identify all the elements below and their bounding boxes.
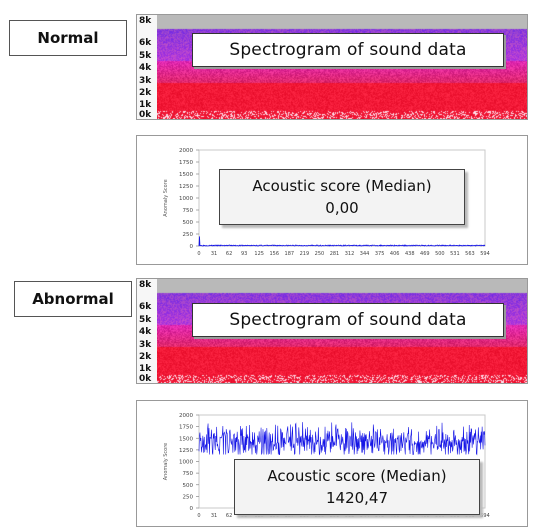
x-tick-label: 93 <box>241 513 247 519</box>
y-tick-label: 1000 <box>179 196 193 202</box>
y-tick-label: 750 <box>183 208 194 214</box>
x-tick-label: 250 <box>315 513 325 519</box>
normal-score-title: Acoustic score (Median) <box>252 177 432 195</box>
y-axis-label: Anomaly Score <box>163 179 169 217</box>
score-series-line <box>198 422 486 456</box>
x-tick-label: 375 <box>375 251 385 257</box>
abnormal-score-value: 1420,47 <box>325 489 389 507</box>
y-tick-label: 1000 <box>179 460 193 466</box>
x-tick-label: 156 <box>269 513 279 519</box>
spec-tick-3k: 3k <box>139 340 152 350</box>
x-tick-label: 62 <box>226 251 232 257</box>
normal-score-value: 0,00 <box>325 199 359 217</box>
spec-tick-1k: 1k <box>139 364 152 374</box>
normal-label: Normal <box>9 20 127 56</box>
normal-score-chart-panel: 2000 1750 1500 1250 1000 750 500 250 0 0 31 62 93 125… <box>136 135 528 265</box>
x-tick-label: 531 <box>450 251 460 257</box>
abnormal-score-title: Acoustic score (Median) <box>267 467 447 485</box>
spec-tick-2k: 2k <box>139 352 152 362</box>
abnormal-spectrogram: 8k 6k 5k 4k 3k 2k 1k 0k Spectrogram of s… <box>136 278 528 384</box>
x-tick-label: 62 <box>226 513 232 519</box>
spec-tick-4k: 4k <box>139 327 152 337</box>
normal-score-box: Acoustic score (Median) 0,00 <box>219 169 465 225</box>
spec-tick-5k: 5k <box>139 51 152 61</box>
spec-tick-8k: 8k <box>139 16 152 26</box>
normal-spectrogram-image <box>157 15 527 119</box>
spec-tick-8k: 8k <box>139 280 152 290</box>
y-tick-label: 1500 <box>179 436 193 442</box>
y-tick-label: 1250 <box>179 184 193 190</box>
y-axis-label: Anomaly Score <box>163 443 169 481</box>
x-tick-label: 594 <box>480 251 490 257</box>
x-tick-label: 563 <box>465 251 475 257</box>
normal-spectrogram-axis: 8k 6k 5k 4k 3k 2k 1k 0k <box>137 15 157 120</box>
abnormal-label: Abnormal <box>14 281 132 317</box>
y-tick-label: 0 <box>190 244 194 250</box>
x-tick-label: 125 <box>254 251 264 257</box>
y-tick-label: 1750 <box>179 160 193 166</box>
x-tick-label: 281 <box>330 251 340 257</box>
abnormal-score-chart-panel: 2000 1750 1500 1250 1000 750 500 250 0 0 31 62 93 125… <box>136 400 528 527</box>
x-tick-label: 187 <box>285 513 295 519</box>
y-tick-label: 1500 <box>179 172 193 178</box>
abnormal-score-box: Acoustic score (Median) 1420,47 <box>234 459 480 515</box>
spec-tick-4k: 4k <box>139 63 152 73</box>
x-tick-label: 93 <box>241 251 247 257</box>
x-tick-label: 312 <box>345 251 355 257</box>
x-tick-label: 406 <box>390 251 400 257</box>
abnormal-spectrogram-title: Spectrogram of sound data <box>192 303 504 337</box>
x-tick-label: 0 <box>197 251 200 257</box>
spec-tick-6k: 6k <box>139 302 152 312</box>
x-tick-label: 312 <box>345 513 355 519</box>
y-tick-label: 250 <box>183 494 194 500</box>
x-tick-label: 438 <box>405 513 415 519</box>
spec-tick-1k: 1k <box>139 100 152 110</box>
x-tick-label: 281 <box>330 513 340 519</box>
x-tick-label: 594 <box>480 513 490 519</box>
y-tick-label: 500 <box>183 220 194 226</box>
x-tick-label: 219 <box>300 251 310 257</box>
spec-tick-3k: 3k <box>139 76 152 86</box>
x-tick-label: 406 <box>390 513 400 519</box>
y-tick-label: 0 <box>190 506 194 512</box>
normal-spectrogram: 8k 6k 5k 4k 3k 2k 1k 0k Spectrogram of s… <box>136 14 528 120</box>
x-tick-label: 375 <box>375 513 385 519</box>
y-tick-label: 250 <box>183 232 194 238</box>
abnormal-spectrogram-axis: 8k 6k 5k 4k 3k 2k 1k 0k <box>137 279 157 384</box>
x-tick-label: 250 <box>315 251 325 257</box>
x-tick-label: 563 <box>465 513 475 519</box>
x-tick-label: 500 <box>435 251 445 257</box>
x-tick-label: 500 <box>435 513 445 519</box>
x-tick-label: 469 <box>420 251 430 257</box>
x-tick-label: 344 <box>360 513 370 519</box>
x-tick-label: 469 <box>420 513 430 519</box>
x-tick-label: 156 <box>269 251 279 257</box>
y-tick-label: 2000 <box>179 148 193 154</box>
y-tick-label: 500 <box>183 483 194 489</box>
x-tick-label: 531 <box>450 513 460 519</box>
x-tick-label: 0 <box>197 513 200 519</box>
y-tick-label: 1250 <box>179 448 193 454</box>
y-tick-label: 750 <box>183 471 194 477</box>
spec-tick-2k: 2k <box>139 88 152 98</box>
y-tick-label: 2000 <box>179 413 193 419</box>
x-tick-label: 31 <box>211 251 217 257</box>
x-tick-label: 438 <box>405 251 415 257</box>
spec-tick-0k: 0k <box>139 374 152 384</box>
spec-tick-6k: 6k <box>139 38 152 48</box>
spec-tick-5k: 5k <box>139 315 152 325</box>
x-tick-label: 125 <box>254 513 264 519</box>
score-series-line <box>198 236 486 247</box>
x-tick-label: 219 <box>300 513 310 519</box>
normal-spectrogram-title: Spectrogram of sound data <box>192 33 504 67</box>
x-tick-label: 31 <box>211 513 217 519</box>
spec-tick-0k: 0k <box>139 110 152 120</box>
x-tick-label: 187 <box>285 251 295 257</box>
y-tick-label: 1750 <box>179 425 193 431</box>
x-tick-label: 344 <box>360 251 370 257</box>
